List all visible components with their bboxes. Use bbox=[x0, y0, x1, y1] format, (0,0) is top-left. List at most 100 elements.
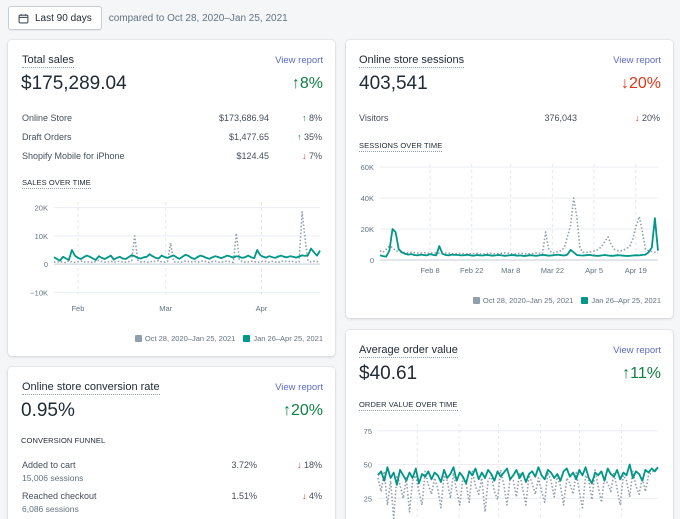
legend-label-current: Jan 26–Apr 25, 2021 bbox=[253, 334, 323, 343]
y-tick-label: 25 bbox=[364, 494, 372, 503]
current-period-line bbox=[379, 217, 659, 258]
sessions-line-chart: 60K 40K 20K 0 Feb 8 Feb 22 Mar 8 Mar 22 Apr 5 Apr… bbox=[361, 163, 659, 275]
x-tick-label: Feb bbox=[71, 304, 84, 313]
funnel-step-delta: ↓ 18% bbox=[297, 460, 322, 470]
arrow-up-icon: ↑ bbox=[622, 365, 631, 382]
aov-chart-label: ORDER VALUE OVER TIME bbox=[359, 400, 458, 411]
legend-label-previous: Oct 28, 2020–Jan 25, 2021 bbox=[144, 334, 236, 343]
arrow-down-icon: ↓ bbox=[301, 491, 309, 501]
x-tick-label: Mar 8 bbox=[501, 266, 520, 275]
sessions-value: 403,541 bbox=[359, 73, 428, 94]
arrow-down-icon: ↓ bbox=[301, 151, 309, 161]
legend-swatch-previous bbox=[472, 297, 480, 304]
conversion-delta: ↑20% bbox=[283, 402, 323, 420]
sales-row-value: $173,686.94 bbox=[218, 113, 269, 123]
sessions-chart-legend: Oct 28, 2020–Jan 25, 2021 Jan 26–Apr 25,… bbox=[472, 296, 661, 305]
date-range-label: Last 90 days bbox=[35, 12, 92, 24]
previous-period-line bbox=[377, 466, 659, 519]
funnel-label: CONVERSION FUNNEL bbox=[21, 436, 106, 445]
total-sales-delta-value: 8% bbox=[299, 75, 323, 92]
aov-card: Average order value View report $40.61 ↑… bbox=[346, 330, 673, 519]
conversion-value: 0.95% bbox=[21, 400, 75, 421]
funnel-step-delta-value: 4% bbox=[308, 491, 322, 501]
compare-text: compared to Oct 28, 2020–Jan 25, 2021 bbox=[108, 12, 288, 24]
conversion-view-report-link[interactable]: View report bbox=[275, 382, 323, 393]
visitors-value: 376,043 bbox=[544, 113, 577, 123]
sales-line-chart: 20K 10K 0 −10K Feb Mar Apr bbox=[30, 202, 321, 313]
sessions-delta-value: 20% bbox=[628, 75, 661, 92]
y-tick-label: 10K bbox=[35, 232, 48, 241]
previous-period-line bbox=[379, 197, 659, 255]
y-tick-label: 20K bbox=[35, 204, 48, 213]
arrow-up-icon: ↑ bbox=[291, 75, 300, 92]
sessions-delta: ↓20% bbox=[621, 75, 661, 93]
arrow-up-icon: ↑ bbox=[301, 113, 309, 123]
date-range-bar: Last 90 days compared to Oct 28, 2020–Ja… bbox=[8, 6, 288, 30]
sales-row-delta: ↑ 8% bbox=[302, 113, 322, 123]
funnel-step-delta: ↓ 4% bbox=[302, 491, 322, 501]
funnel-step-label: Added to cart bbox=[22, 460, 76, 470]
y-tick-label: 75 bbox=[364, 427, 372, 436]
sales-chart-label: SALES OVER TIME bbox=[22, 178, 91, 189]
current-period-line bbox=[377, 463, 659, 486]
visitors-label: Visitors bbox=[359, 113, 389, 123]
sales-row-value: $1,477.65 bbox=[228, 132, 269, 142]
funnel-step-delta-value: 18% bbox=[303, 460, 322, 470]
sales-row-delta-value: 7% bbox=[308, 151, 322, 161]
legend-swatch-previous bbox=[134, 335, 142, 342]
visitors-delta-value: 20% bbox=[641, 113, 660, 123]
legend-label-previous: Oct 28, 2020–Jan 25, 2021 bbox=[482, 296, 574, 305]
sales-row-label: Draft Orders bbox=[22, 132, 72, 142]
funnel-step-sessions: 6,086 sessions bbox=[22, 504, 79, 514]
y-tick-label: 0 bbox=[44, 260, 48, 269]
total-sales-value: $175,289.04 bbox=[21, 73, 127, 94]
arrow-down-icon: ↓ bbox=[620, 75, 629, 92]
arrow-up-icon: ↑ bbox=[282, 402, 291, 419]
funnel-step-sessions: 15,006 sessions bbox=[22, 473, 84, 483]
y-tick-label: 50 bbox=[364, 461, 372, 470]
sessions-title: Online store sessions bbox=[359, 54, 465, 68]
total-sales-card: Total sales View report $175,289.04 ↑8% … bbox=[8, 40, 335, 356]
funnel-step-rate: 1.51% bbox=[231, 491, 257, 501]
sales-row-delta: ↓ 7% bbox=[302, 151, 322, 161]
arrow-down-icon: ↓ bbox=[296, 460, 304, 470]
previous-period-line bbox=[53, 211, 321, 264]
x-tick-label: Apr 5 bbox=[585, 266, 603, 275]
sessions-view-report-link[interactable]: View report bbox=[613, 55, 661, 66]
aov-view-report-link[interactable]: View report bbox=[613, 345, 661, 356]
y-tick-label: 20K bbox=[361, 225, 374, 234]
funnel-step-label: Reached checkout bbox=[22, 491, 97, 501]
sessions-chart-label: SESSIONS OVER TIME bbox=[359, 141, 443, 152]
funnel-step-rate: 3.72% bbox=[231, 460, 257, 470]
conversion-card: Online store conversion rate View report… bbox=[8, 367, 335, 519]
legend-label-current: Jan 26–Apr 25, 2021 bbox=[591, 296, 661, 305]
visitors-delta: ↓ 20% bbox=[635, 113, 660, 123]
sales-row-label: Online Store bbox=[22, 113, 73, 123]
aov-value: $40.61 bbox=[359, 363, 418, 384]
legend-swatch-current bbox=[581, 297, 589, 304]
aov-delta-value: 11% bbox=[630, 365, 661, 382]
x-tick-label: Feb 8 bbox=[420, 266, 439, 275]
total-sales-title: Total sales bbox=[22, 54, 74, 68]
x-tick-label: Mar bbox=[159, 304, 172, 313]
conversion-delta-value: 20% bbox=[290, 402, 323, 419]
current-period-line bbox=[53, 247, 321, 262]
sales-row-delta-value: 35% bbox=[303, 132, 322, 142]
legend-swatch-current bbox=[243, 335, 251, 342]
x-tick-label: Feb 22 bbox=[460, 266, 483, 275]
sessions-card: Online store sessions View report 403,54… bbox=[346, 40, 673, 318]
sales-row-value: $124.45 bbox=[236, 151, 269, 161]
arrow-down-icon: ↓ bbox=[634, 113, 642, 123]
calendar-icon bbox=[18, 13, 29, 23]
sales-row-delta-value: 8% bbox=[308, 113, 322, 123]
sales-row-label: Shopify Mobile for iPhone bbox=[22, 151, 125, 161]
y-tick-label: 40K bbox=[361, 194, 374, 203]
sales-chart-legend: Oct 28, 2020–Jan 25, 2021 Jan 26–Apr 25,… bbox=[134, 334, 323, 343]
total-sales-view-report-link[interactable]: View report bbox=[275, 55, 323, 66]
y-tick-label: −10K bbox=[30, 288, 48, 297]
date-range-button[interactable]: Last 90 days bbox=[8, 6, 102, 30]
aov-title: Average order value bbox=[359, 344, 458, 358]
aov-line-chart: 75 50 25 bbox=[364, 424, 659, 519]
x-tick-label: Apr 19 bbox=[625, 266, 647, 275]
arrow-up-icon: ↑ bbox=[296, 132, 304, 142]
